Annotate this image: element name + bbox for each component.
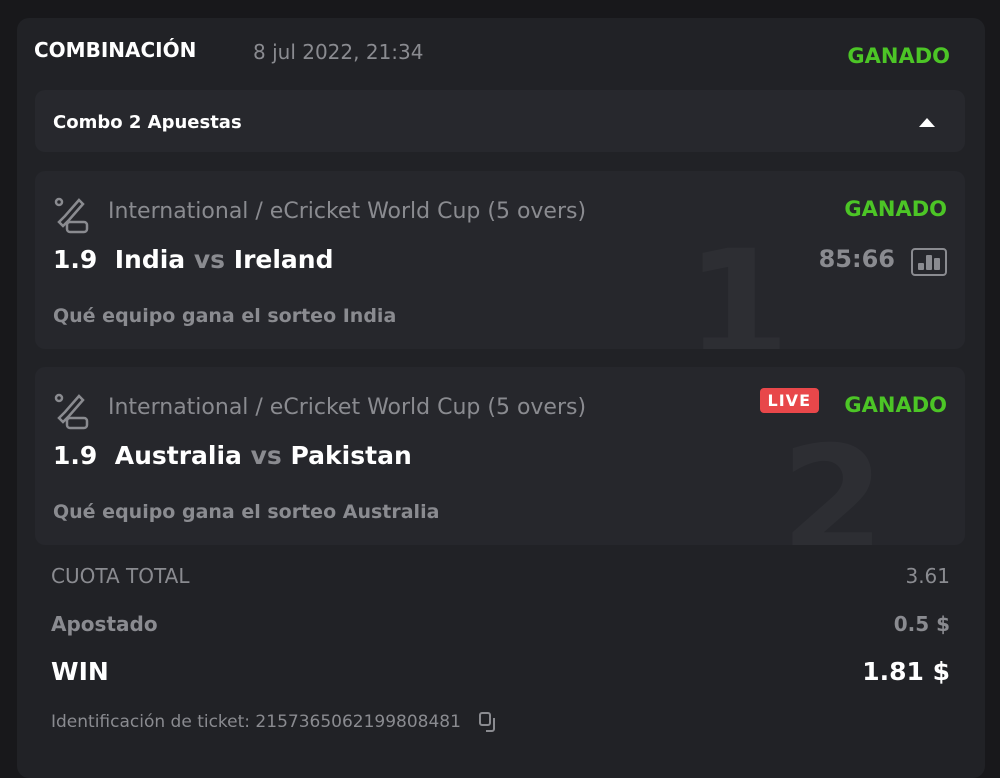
total-odds-label: CUOTA TOTAL: [51, 564, 190, 588]
home-team: India: [114, 245, 186, 274]
win-label: WIN: [51, 657, 109, 686]
live-badge: LIVE: [759, 388, 819, 413]
bet-date: 8 jul 2022, 21:34: [253, 40, 424, 64]
market-selection: Qué equipo gana el sorteo Australia: [53, 501, 440, 523]
league-name: International / eCricket World Cup (5 ov…: [108, 395, 587, 420]
leg-status: GANADO: [844, 197, 947, 221]
leg-odds: 1.9: [53, 441, 98, 470]
market-selection: Qué equipo gana el sorteo India: [53, 305, 397, 327]
caret-up-icon: [919, 118, 935, 127]
match-score: 85:66: [818, 245, 895, 273]
ecricket-icon: [54, 197, 89, 234]
stats-icon[interactable]: [911, 248, 947, 276]
away-team: Ireland: [233, 245, 334, 274]
leg-status: GANADO: [844, 393, 947, 417]
vs-label: vs: [250, 441, 282, 470]
combo-toggle[interactable]: Combo 2 Apuestas: [35, 90, 965, 152]
bet-status: GANADO: [847, 44, 950, 68]
bet-type-title: COMBINACIÓN: [34, 38, 197, 62]
leg-index: 2: [780, 415, 885, 545]
home-team: Australia: [114, 441, 242, 470]
match-line: 1.9 India vs Ireland: [53, 245, 334, 274]
away-team: Pakistan: [290, 441, 412, 470]
combo-label: Combo 2 Apuestas: [53, 112, 242, 133]
total-odds-value: 3.61: [905, 564, 950, 588]
win-row: WIN 1.81 $: [51, 657, 950, 686]
bet-leg: 1 International / eCricket World Cup (5 …: [35, 171, 965, 349]
vs-label: vs: [193, 245, 226, 274]
match-line: 1.9 Australia vs Pakistan: [53, 441, 412, 470]
ecricket-icon: [54, 393, 89, 430]
stake-row: Apostado 0.5 $: [51, 612, 950, 636]
win-value: 1.81 $: [862, 657, 950, 686]
total-odds-row: CUOTA TOTAL 3.61: [51, 564, 950, 588]
stake-label: Apostado: [51, 612, 158, 636]
league-name: International / eCricket World Cup (5 ov…: [108, 199, 587, 224]
leg-index: 1: [685, 219, 790, 349]
bet-leg: 2 International / eCricket World Cup (5 …: [35, 367, 965, 545]
stake-value: 0.5 $: [893, 612, 950, 636]
copy-icon[interactable]: [478, 711, 498, 733]
ticket-id: Identificación de ticket: 21573650621998…: [51, 712, 461, 732]
ticket-id-row: Identificación de ticket: 21573650621998…: [51, 711, 498, 733]
leg-odds: 1.9: [53, 245, 98, 274]
